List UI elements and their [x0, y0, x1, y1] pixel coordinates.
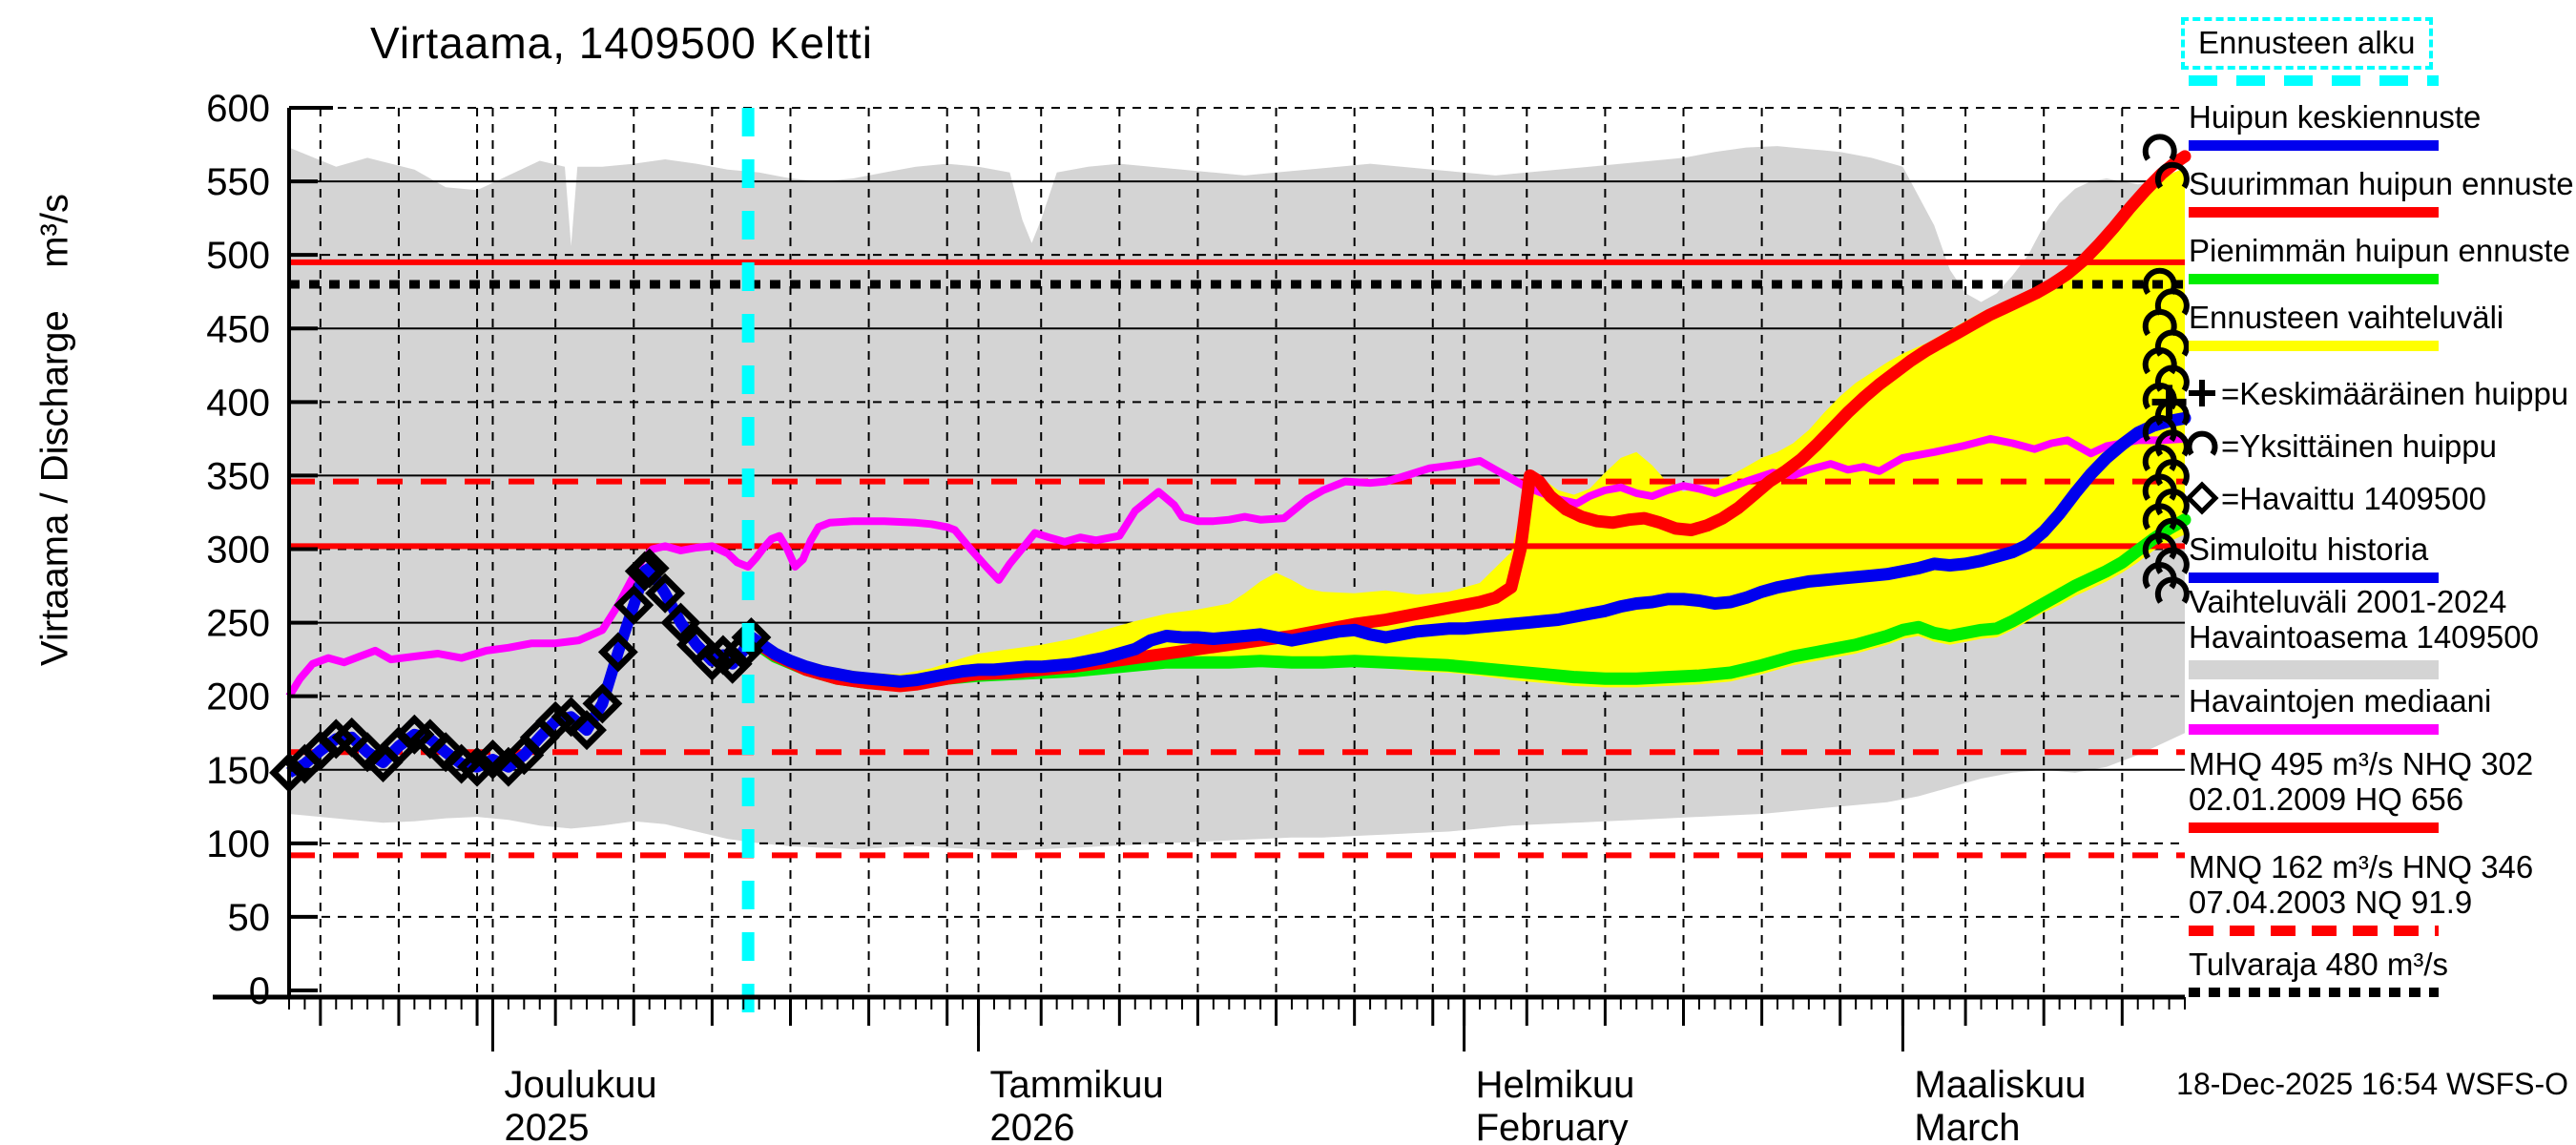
observed-diamond-marker — [731, 617, 772, 657]
legend-label: Ennusteen vaihteluväli — [2189, 300, 2504, 335]
legend-label: Pienimmän huipun ennuste — [2189, 233, 2570, 268]
y-tick-label: 400 — [206, 382, 270, 424]
y-tick-label: 0 — [249, 970, 270, 1012]
x-month-label: Tammikuu — [990, 1064, 1164, 1106]
legend-item-pienin-huippu: Pienimmän huipun ennuste — [2189, 233, 2570, 284]
legend-item-ennusteen-alku: Ennusteen alku — [2181, 17, 2439, 86]
y-tick-label: 300 — [206, 530, 270, 572]
legend-label: =Keskimääräinen huippu — [2221, 375, 2569, 411]
y-tick-label: 150 — [206, 750, 270, 792]
x-month-sublabel: March — [1914, 1107, 2020, 1145]
individual-peak-marker — [2142, 267, 2177, 296]
observed-diamond-marker — [660, 602, 701, 643]
individual-peak-marker — [2154, 161, 2190, 190]
observed-diamond-marker — [567, 710, 607, 751]
legend-item-simuloitu-historia: Simuloitu historia — [2189, 531, 2439, 583]
legend-label: MHQ 495 m³/s NHQ 302 — [2189, 746, 2534, 781]
y-tick-label: 500 — [206, 235, 270, 277]
x-month-label: Maaliskuu — [1914, 1064, 2086, 1106]
individual-peak-marker — [2142, 347, 2177, 375]
legend-item-mnq: MNQ 162 m³/s HNQ 346 07.04.2003 NQ 91.9 — [2189, 849, 2533, 936]
x-month-sublabel: February — [1476, 1107, 1629, 1145]
arc-icon — [2186, 430, 2218, 456]
legend-swatch-cyan-dashed — [2189, 75, 2439, 86]
y-tick-label: 550 — [206, 161, 270, 203]
legend-label: Tulvaraja 480 m³/s — [2189, 947, 2449, 982]
legend-label: Simuloitu historia — [2189, 531, 2429, 567]
legend-swatch-blue — [2189, 140, 2439, 151]
legend-swatch-black-dotted — [2189, 988, 2439, 997]
x-month-sublabel: 2025 — [504, 1107, 589, 1145]
observed-diamond-marker — [347, 732, 388, 773]
legend-item-tulvaraja: Tulvaraja 480 m³/s — [2189, 947, 2448, 997]
legend-item-keskimaarainen-huippu: =Keskimääräinen huippu — [2189, 374, 2568, 412]
x-month-label: Joulukuu — [504, 1064, 656, 1106]
individual-peak-marker — [2142, 308, 2177, 337]
y-tick-label: 50 — [228, 897, 271, 939]
y-tick-label: 350 — [206, 455, 270, 497]
legend-item-huipun-keskiennuste: Huipun keskiennuste — [2189, 99, 2481, 151]
legend-label-2: 07.04.2003 NQ 91.9 — [2189, 885, 2473, 920]
legend-swatch-red — [2189, 822, 2439, 833]
chart-title: Virtaama, 1409500 Keltti — [370, 18, 873, 68]
legend-panel: Ennusteen alku Huipun keskiennuste Suurimm… — [2181, 0, 2576, 1145]
legend-label-2: Havaintoasema 1409500 — [2189, 619, 2539, 655]
legend-item-yksittainen-huippu: =Yksittäinen huippu — [2186, 427, 2497, 465]
observed-diamond-marker — [629, 548, 670, 589]
observed-diamond-marker — [535, 700, 576, 741]
legend-item-havaintojen-mediaani: Havaintojen mediaani — [2189, 683, 2491, 735]
legend-label: =Yksittäinen huippu — [2221, 427, 2497, 464]
observed-diamond-marker — [457, 746, 498, 787]
individual-peak-marker — [2154, 364, 2190, 392]
individual-peak-marker — [2142, 134, 2177, 161]
legend-swatch-blue — [2189, 572, 2439, 583]
diamond-icon — [2185, 481, 2219, 515]
observed-diamond-marker — [645, 572, 686, 614]
forecast-mean-line — [744, 411, 2192, 688]
legend-label: Huipun keskiennuste — [2189, 99, 2482, 135]
y-tick-label: 600 — [206, 88, 270, 130]
timestamp-footer: 18-Dec-2025 16:54 WSFS-O — [2176, 1067, 2568, 1101]
observed-diamond-marker — [712, 643, 753, 684]
legend-item-suurin-huippu: Suurimman huipun ennuste — [2189, 166, 2574, 218]
individual-peak-marker — [2154, 576, 2190, 604]
legend-label: Havaintojen mediaani — [2189, 683, 2492, 718]
legend-label: MNQ 162 m³/s HNQ 346 — [2189, 849, 2534, 885]
legend-swatch-gray — [2189, 660, 2439, 679]
legend-swatch-magenta — [2189, 724, 2439, 735]
legend-label: Vaihteluväli 2001-2024 — [2189, 584, 2507, 619]
observed-diamond-marker — [597, 632, 638, 673]
observed-diamond-marker — [613, 585, 654, 626]
x-month-label: Helmikuu — [1476, 1064, 1635, 1106]
forecast-range-band — [751, 168, 2185, 688]
plus-icon — [2189, 380, 2215, 406]
legend-item-havaittu: =Havaittu 1409500 — [2185, 479, 2486, 517]
legend-label: Suurimman huipun ennuste — [2189, 166, 2574, 201]
observed-diamond-marker — [316, 718, 357, 760]
legend-swatch-green — [2189, 274, 2439, 284]
individual-peak-marker — [2154, 329, 2190, 357]
y-axis-title: Virtaama / Discharge m³/s — [33, 194, 76, 666]
legend-item-vaihteluvali-historia: Vaihteluväli 2001-2024 Havaintoasema 1409… — [2189, 584, 2539, 679]
legend-swatch-red — [2189, 207, 2439, 218]
y-tick-label: 250 — [206, 603, 270, 645]
x-month-sublabel: 2026 — [990, 1107, 1075, 1145]
y-tick-label: 450 — [206, 308, 270, 350]
legend-item-mhq: MHQ 495 m³/s NHQ 302 02.01.2009 HQ 656 — [2189, 746, 2533, 833]
legend-swatch-red-dashed — [2189, 926, 2439, 936]
legend-swatch-yellow — [2189, 341, 2439, 351]
observed-diamond-marker — [582, 683, 623, 724]
legend-label: =Havaittu 1409500 — [2221, 480, 2486, 516]
legend-label: Ennusteen alku — [2181, 17, 2433, 70]
y-tick-label: 100 — [206, 823, 270, 865]
y-tick-label: 200 — [206, 677, 270, 718]
individual-peak-marker — [2154, 288, 2190, 316]
legend-label-2: 02.01.2009 HQ 656 — [2189, 781, 2464, 817]
legend-item-ennusteen-vaihteluvali: Ennusteen vaihteluväli — [2189, 300, 2503, 351]
